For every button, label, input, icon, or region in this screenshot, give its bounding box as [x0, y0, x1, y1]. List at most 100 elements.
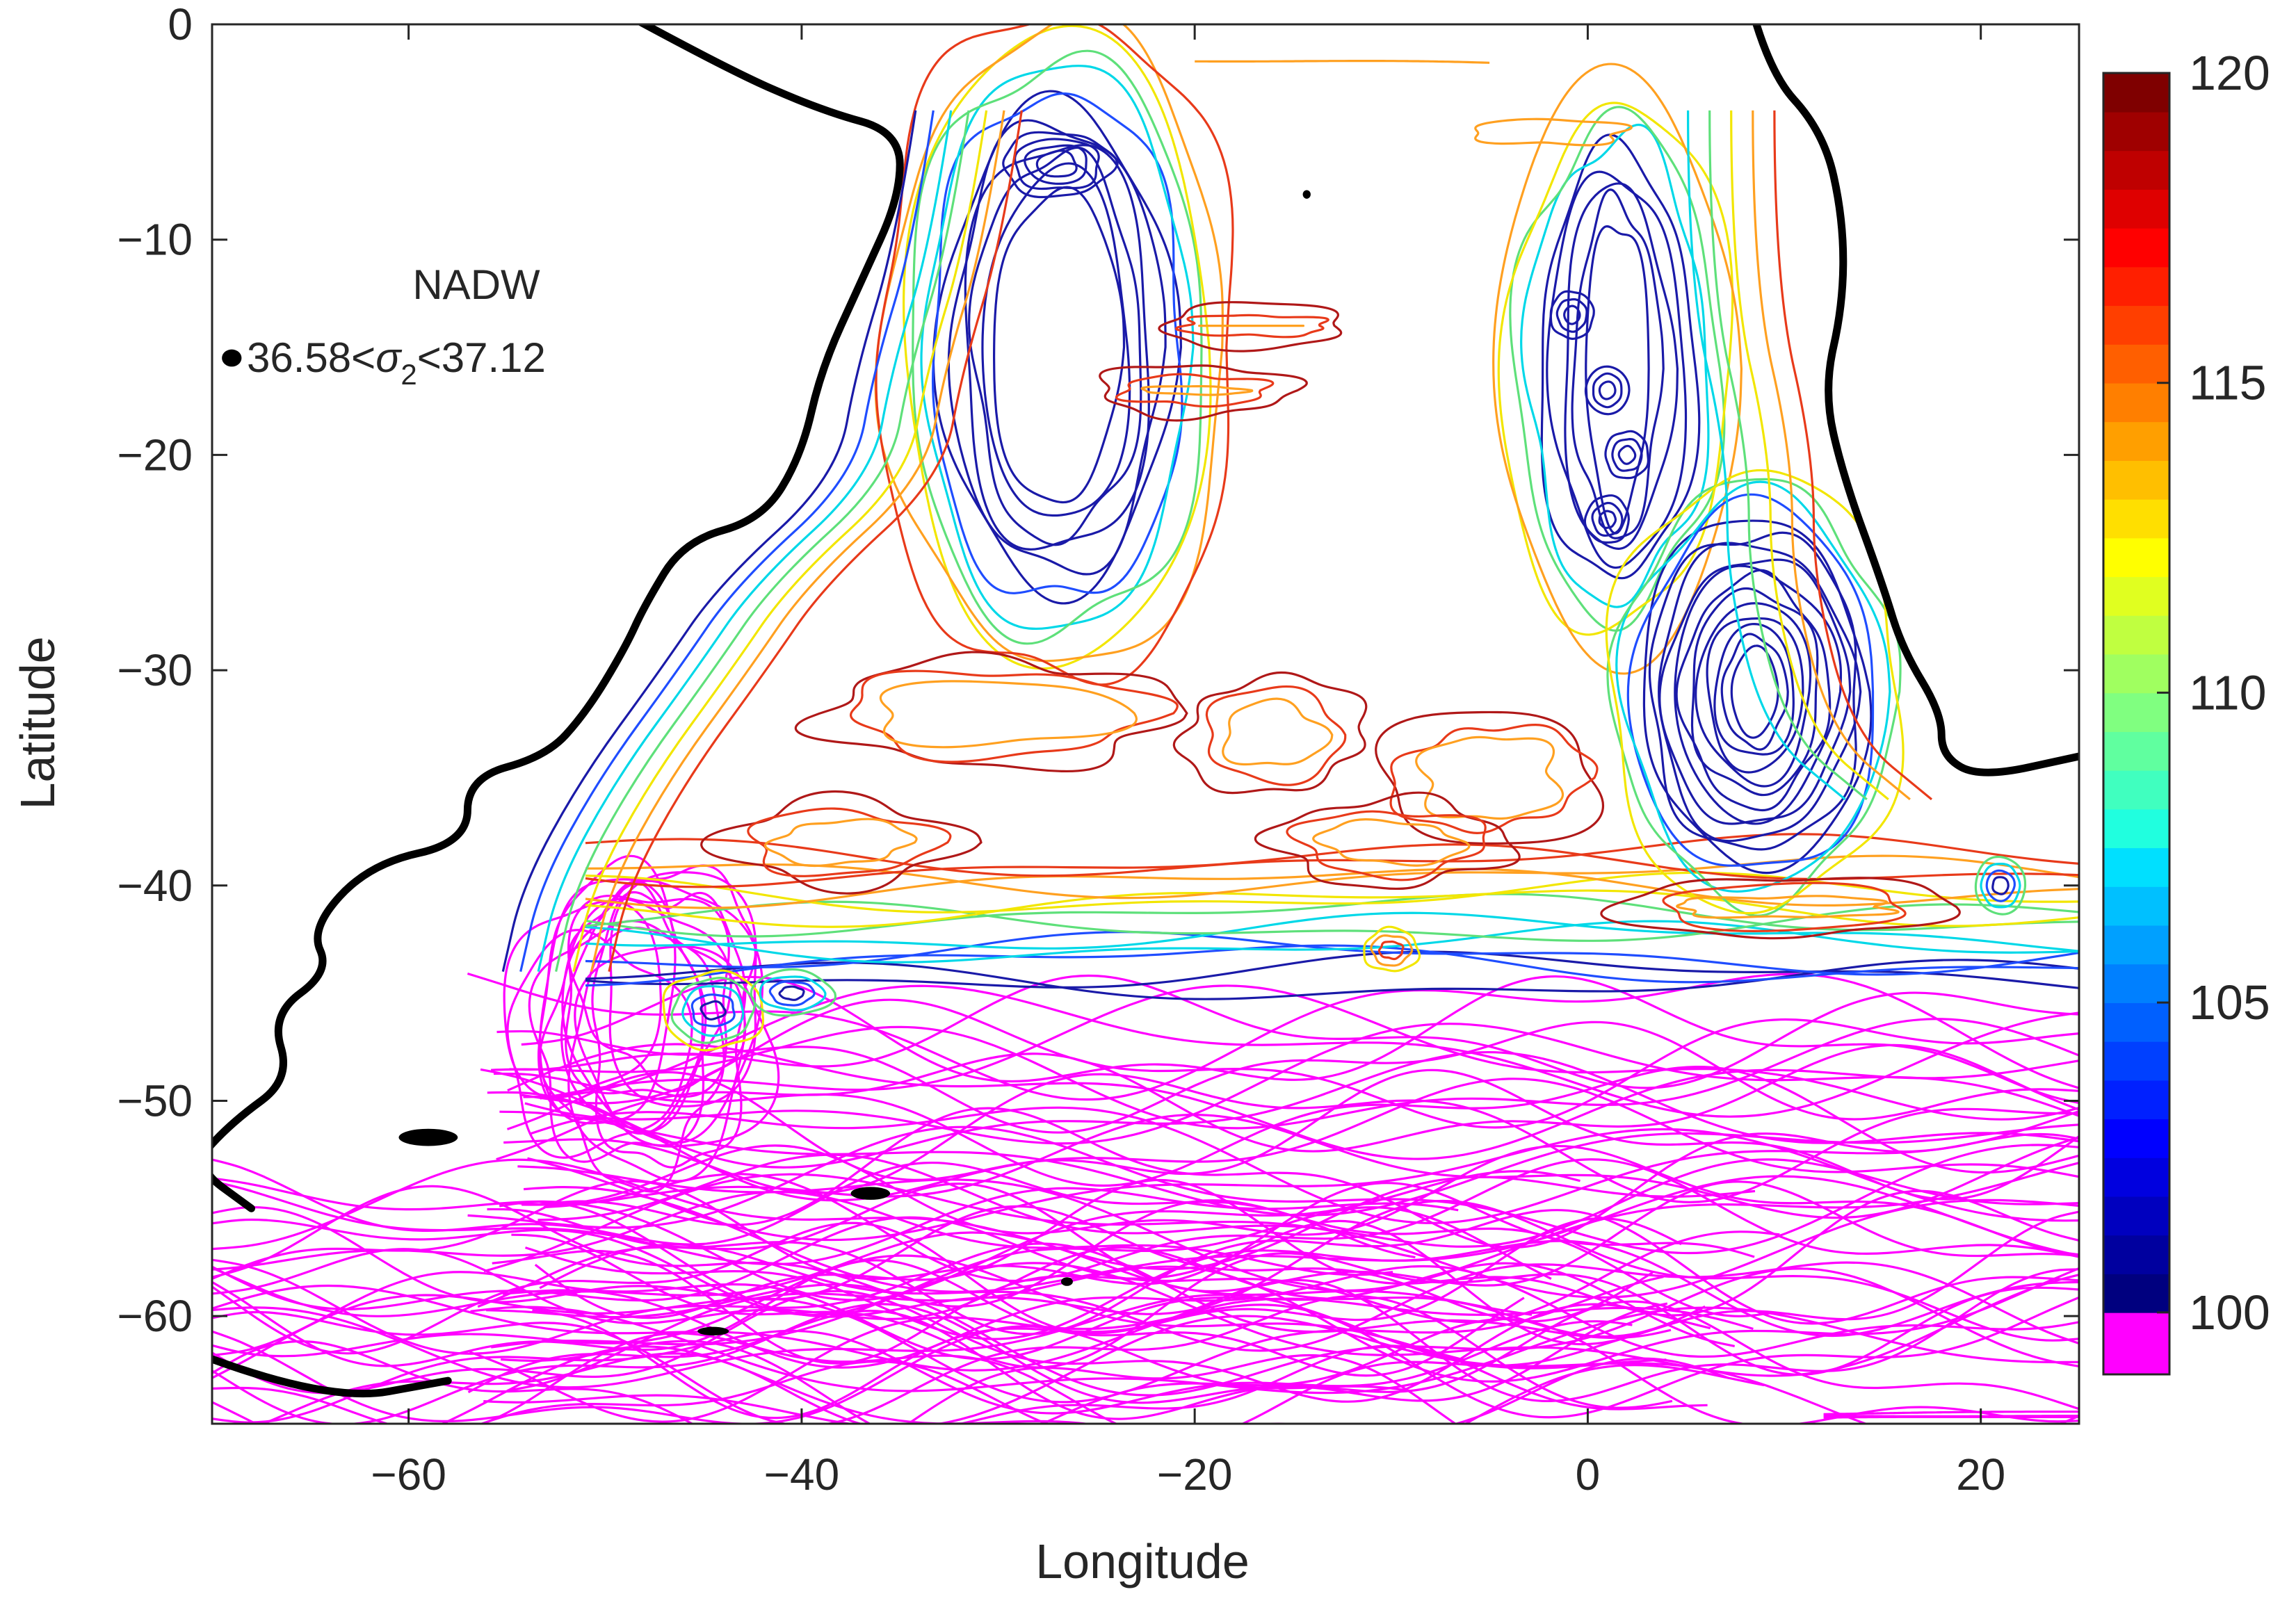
- contour-line-magenta: [540, 1107, 2079, 1249]
- contour-line-magenta: [212, 1185, 1770, 1317]
- contour-lines: [212, 24, 2079, 1424]
- contour-line-magenta: [529, 1106, 2079, 1224]
- colorbar-tick-label: 105: [2189, 975, 2270, 1030]
- contour-line-brazil-basin: [981, 162, 1131, 517]
- colorbar-segment: [2103, 731, 2169, 771]
- colorbar: [2103, 73, 2169, 1374]
- island: [850, 1187, 891, 1200]
- colorbar-segment: [2103, 615, 2169, 655]
- x-tick-label: 20: [1956, 1449, 2005, 1500]
- contour-line-cape-basin: [1648, 531, 1857, 851]
- coastlines: [212, 24, 2079, 1398]
- island: [222, 349, 242, 367]
- contour-line: [1474, 117, 1633, 147]
- contour-line-ridge: [1676, 895, 1900, 919]
- contour-line-brazil-basin: [964, 144, 1150, 551]
- colorbar-segment: [2103, 189, 2169, 229]
- contour-line-angola-basin: [1555, 298, 1588, 333]
- contour-line-brazil-basin: [1024, 144, 1088, 185]
- contour-line-magenta: [439, 1345, 1765, 1424]
- contour-line-magenta: [491, 1018, 2079, 1130]
- contour-line-ridge: [1389, 723, 1599, 834]
- contour-line-magenta: [608, 871, 757, 1108]
- colorbar-segment: [2103, 1041, 2169, 1081]
- contour-line-angola-basin: [1571, 188, 1665, 539]
- contour-line-angola-basin: [1617, 444, 1637, 465]
- colorbar-segment: [2103, 227, 2169, 268]
- south-america-coastline: [212, 24, 904, 1212]
- contour-line-brazil-basin: [992, 186, 1126, 504]
- colorbar-segment: [2103, 382, 2169, 423]
- contour-line-angola-basin: [1497, 101, 1734, 636]
- contour-line-eddy: [1363, 925, 1421, 973]
- contour-line-ridge: [1286, 810, 1487, 881]
- x-tick-label: 0: [1576, 1449, 1601, 1500]
- colorbar-segment: [2103, 925, 2169, 965]
- contour-line-magenta: [561, 897, 732, 1133]
- contour-line-magenta: [486, 1267, 2079, 1397]
- colorbar-segment: [2103, 305, 2169, 345]
- contour-line-magenta: [509, 974, 2079, 1089]
- colorbar-tick-label: 120: [2189, 46, 2270, 100]
- contour-line-brazil-basin: [1035, 149, 1078, 178]
- contour-line-cape-basin: [1690, 587, 1819, 797]
- colorbar-segment: [2103, 576, 2169, 616]
- contour-line-front: [585, 868, 2079, 909]
- contour-line-magenta: [517, 1114, 2079, 1219]
- contour-line-magenta: [212, 1320, 1633, 1424]
- contour-line-brazil-basin: [920, 65, 1195, 631]
- contour-line-western-boundary: [519, 110, 935, 972]
- y-tick-label: −20: [117, 430, 193, 480]
- contour-line-argentine-basin: [690, 993, 736, 1027]
- contour-line-magenta: [560, 879, 764, 1144]
- contour-line-cape-basin: [1675, 569, 1832, 812]
- contour-line-angola-basin: [1604, 430, 1650, 480]
- contour-line-angola-basin: [1592, 372, 1623, 409]
- contour-line-ridge: [763, 818, 918, 868]
- island: [398, 1128, 458, 1146]
- contour-line-eastern-boundary: [1708, 110, 1868, 801]
- contour-line-magenta: [543, 1158, 2079, 1283]
- contour-line-angola-basin: [1598, 510, 1617, 530]
- contour-line-magenta: [212, 1158, 1756, 1271]
- contour-line-eddy: [1985, 869, 2016, 902]
- contour-line-angola-basin: [1591, 501, 1624, 537]
- contour-line-magenta: [212, 1180, 1459, 1266]
- contour-line-magenta: [521, 975, 2079, 1105]
- contour-line-magenta: [493, 1065, 2079, 1187]
- contour-line-magenta: [492, 1210, 2079, 1365]
- contour-line-eastern-boundary: [1773, 110, 1933, 801]
- contour-line-angola-basin: [1546, 170, 1688, 569]
- contour-line-magenta: [565, 894, 730, 1098]
- colorbar-tick-label: 110: [2189, 665, 2267, 720]
- x-tick-label: −40: [764, 1449, 840, 1500]
- colorbar-segment: [2103, 150, 2169, 190]
- contour-line-magenta: [1823, 1414, 2079, 1418]
- contour-line-front: [585, 854, 2079, 900]
- contour-line-brazil-basin: [902, 24, 1212, 670]
- contour-line-cape-basin: [1720, 633, 1789, 751]
- contour-line-cape-basin: [1706, 617, 1804, 774]
- contour-line-magenta: [212, 1357, 1729, 1424]
- contour-line-ridge: [1254, 791, 1521, 891]
- x-tick-label: −60: [371, 1449, 446, 1500]
- contour-line-magenta: [470, 1306, 2079, 1395]
- y-tick-label: −50: [117, 1075, 193, 1125]
- contour-line-magenta: [537, 854, 707, 1135]
- contour-line-ridge: [1172, 671, 1368, 795]
- contour-line-angola-basin: [1563, 304, 1581, 325]
- contour-line-magenta: [212, 1231, 1533, 1317]
- contour-line-eddy: [1980, 863, 2021, 909]
- contour-line-cape-basin: [1658, 542, 1862, 843]
- contour-line-front: [585, 944, 2079, 987]
- contour-line-argentine-basin: [759, 975, 827, 1011]
- colorbar-segment: [2103, 421, 2169, 461]
- colorbar-segment: [2103, 808, 2169, 849]
- contour-line-cape-basin: [1674, 564, 1843, 825]
- contour-line-angola-basin: [1520, 123, 1710, 608]
- contour-line-ridge: [1140, 384, 1254, 396]
- contour-line-ridge: [1375, 710, 1605, 845]
- island: [1302, 190, 1311, 199]
- contour-line-angola-basin: [1583, 494, 1631, 544]
- contour-line-magenta: [212, 1180, 1755, 1285]
